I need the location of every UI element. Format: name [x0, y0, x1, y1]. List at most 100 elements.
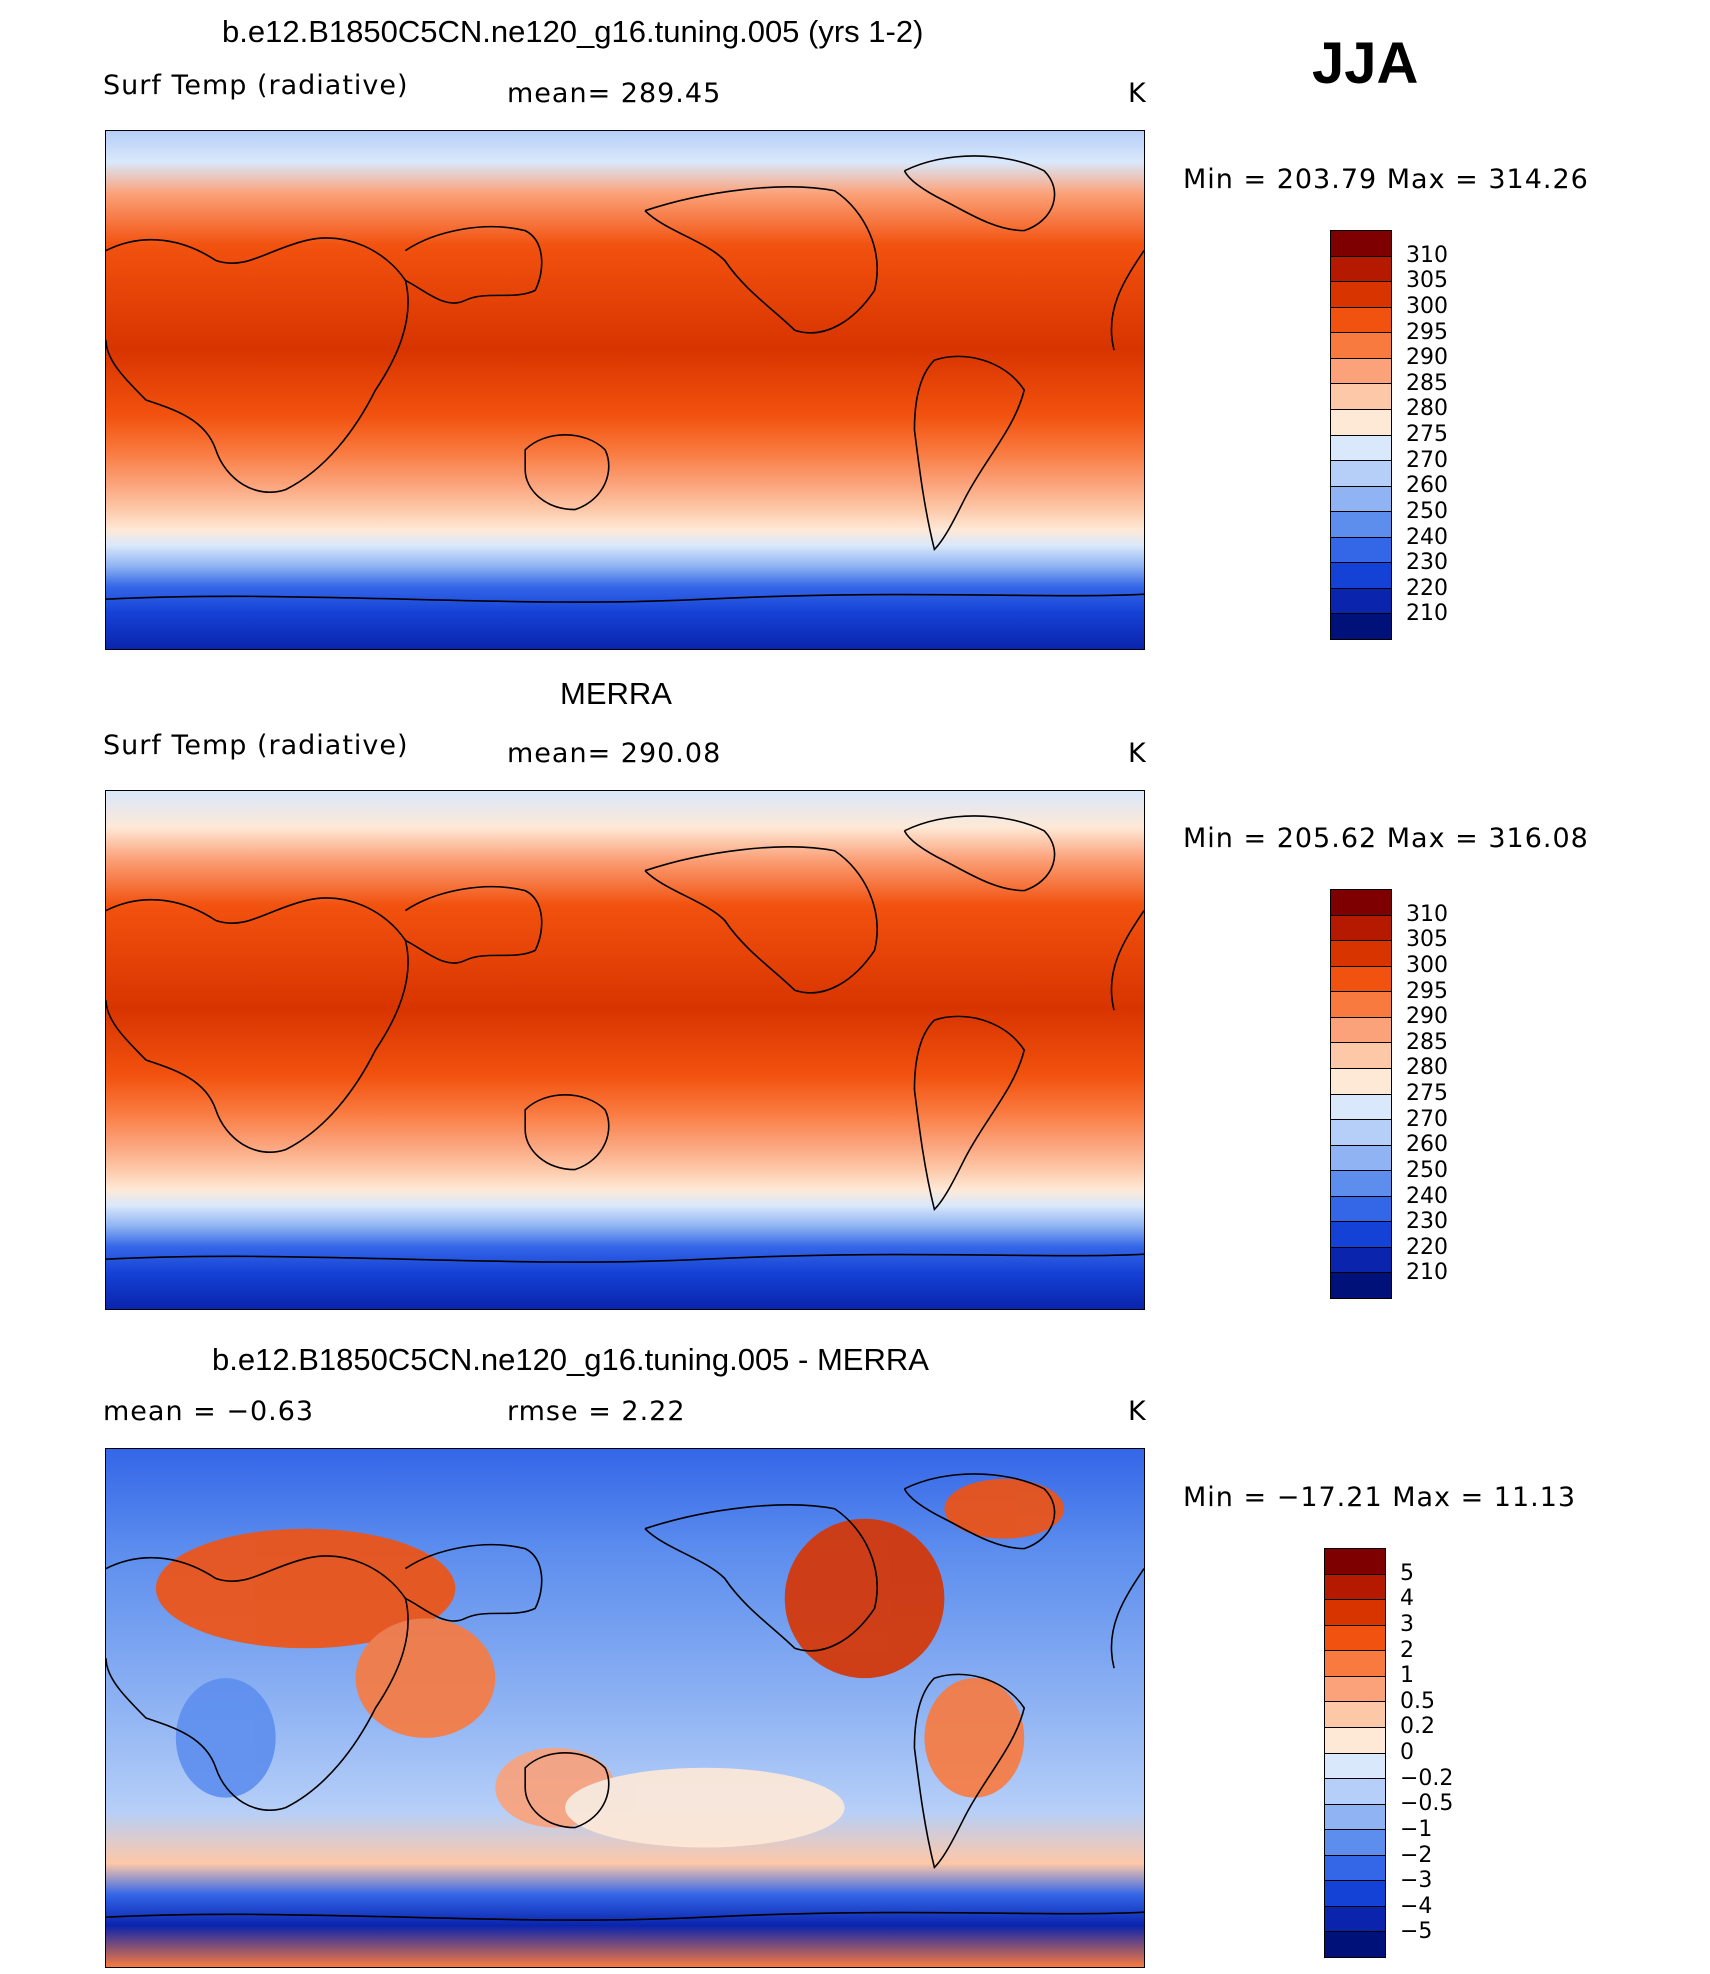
colorbar-swatch [1331, 890, 1391, 916]
panel2-mean-label: mean= 290.08 [507, 738, 722, 769]
colorbar-tick-label: 295 [1406, 319, 1448, 345]
colorbar-swatch [1331, 486, 1391, 513]
panel3-units-label: K [1128, 1396, 1147, 1427]
colorbar-swatch [1325, 1702, 1385, 1728]
colorbar-tick-label: 0 [1400, 1740, 1414, 1765]
colorbar-swatch [1331, 358, 1391, 385]
colorbar-tick-label: 240 [1406, 524, 1448, 550]
colorbar-tick-label: 230 [1406, 550, 1448, 576]
panel1-colorbar [1330, 230, 1392, 640]
colorbar-swatch [1331, 563, 1391, 589]
panel1-map-svg [106, 131, 1144, 649]
colorbar-swatch [1325, 1804, 1385, 1831]
panel3-mean-label: mean = −0.63 [103, 1396, 315, 1427]
colorbar-tick-label: −1 [1400, 1816, 1433, 1842]
panel2-map-svg [106, 791, 1144, 1309]
panel2-minmax-label: Min = 205.62 Max = 316.08 [1183, 823, 1589, 854]
colorbar-tick-label: 275 [1406, 1081, 1448, 1106]
colorbar-tick-label: 3 [1400, 1611, 1414, 1637]
colorbar-tick-label: 295 [1406, 978, 1448, 1004]
colorbar-swatch [1331, 537, 1391, 564]
colorbar-tick-label: 270 [1406, 1106, 1448, 1132]
colorbar-swatch [1325, 1753, 1385, 1780]
colorbar-tick-label: 260 [1406, 473, 1448, 499]
colorbar-swatch [1331, 1145, 1391, 1172]
panel3-colorbar [1324, 1548, 1386, 1958]
panel1-variable-label: Surf Temp (radiative) [103, 70, 409, 101]
colorbar-tick-label: 285 [1406, 370, 1448, 396]
colorbar-tick-label: −5 [1400, 1919, 1433, 1945]
colorbar-tick-label: 280 [1406, 396, 1448, 422]
colorbar-swatch [1331, 966, 1391, 993]
colorbar-swatch [1325, 1574, 1385, 1601]
colorbar-swatch [1325, 1727, 1385, 1754]
panel2-variable-label: Surf Temp (radiative) [103, 730, 409, 761]
panel1-map [105, 130, 1145, 650]
colorbar-tick-label: 4 [1400, 1586, 1414, 1612]
colorbar-swatch [1331, 307, 1391, 334]
colorbar-swatch [1331, 1094, 1391, 1121]
colorbar-swatch [1325, 1855, 1385, 1882]
colorbar-swatch [1331, 409, 1391, 436]
colorbar-swatch [1325, 1906, 1385, 1933]
panel2-colorbar [1330, 889, 1392, 1299]
panel3-rmse-label: rmse = 2.22 [507, 1396, 686, 1427]
colorbar-tick-label: 285 [1406, 1029, 1448, 1055]
colorbar-swatch [1325, 1549, 1385, 1575]
colorbar-tick-label: 2 [1400, 1637, 1414, 1663]
colorbar-swatch [1331, 915, 1391, 942]
colorbar-tick-label: 290 [1406, 345, 1448, 371]
panel2-map [105, 790, 1145, 1310]
colorbar-tick-label: 240 [1406, 1183, 1448, 1209]
panel3-minmax-label: Min = −17.21 Max = 11.13 [1183, 1482, 1577, 1513]
panel1-title: b.e12.B1850C5CN.ne120_g16.tuning.005 (yr… [222, 14, 924, 49]
colorbar-tick-label: −0.5 [1400, 1791, 1454, 1817]
panel1-minmax-label: Min = 203.79 Max = 314.26 [1183, 164, 1589, 195]
colorbar-tick-label: 305 [1406, 927, 1448, 953]
colorbar-tick-label: 5 [1400, 1560, 1414, 1586]
colorbar-swatch [1331, 1273, 1391, 1298]
colorbar-tick-label: 260 [1406, 1132, 1448, 1158]
panel2-units-label: K [1128, 738, 1147, 769]
colorbar-swatch [1331, 1196, 1391, 1223]
colorbar-swatch [1325, 1830, 1385, 1856]
colorbar-tick-label: −4 [1400, 1893, 1433, 1919]
panel3-title: b.e12.B1850C5CN.ne120_g16.tuning.005 - M… [212, 1342, 929, 1377]
colorbar-tick-label: 290 [1406, 1004, 1448, 1030]
colorbar-tick-label: 230 [1406, 1209, 1448, 1235]
colorbar-tick-label: 210 [1406, 601, 1448, 627]
colorbar-swatch [1331, 256, 1391, 283]
colorbar-swatch [1325, 1932, 1385, 1957]
panel1-mean-label: mean= 289.45 [507, 78, 722, 109]
colorbar-swatch [1331, 1120, 1391, 1146]
colorbar-tick-label: 220 [1406, 575, 1448, 601]
colorbar-tick-label: 305 [1406, 268, 1448, 294]
colorbar-swatch [1331, 992, 1391, 1018]
colorbar-tick-label: 310 [1406, 901, 1448, 927]
panel2-title: MERRA [560, 676, 672, 711]
colorbar-swatch [1331, 1247, 1391, 1274]
colorbar-tick-label: −0.2 [1400, 1765, 1454, 1791]
colorbar-swatch [1325, 1779, 1385, 1805]
colorbar-swatch [1325, 1600, 1385, 1626]
colorbar-swatch [1331, 512, 1391, 538]
colorbar-tick-label: 220 [1406, 1234, 1448, 1260]
colorbar-tick-label: 250 [1406, 498, 1448, 524]
colorbar-swatch [1325, 1625, 1385, 1652]
colorbar-tick-label: 0.5 [1400, 1688, 1435, 1714]
colorbar-tick-label: 1 [1400, 1663, 1414, 1689]
colorbar-swatch [1331, 461, 1391, 487]
colorbar-swatch [1331, 231, 1391, 257]
colorbar-tick-label: 310 [1406, 242, 1448, 268]
colorbar-tick-label: 0.2 [1400, 1714, 1435, 1740]
colorbar-swatch [1331, 1222, 1391, 1248]
colorbar-swatch [1331, 435, 1391, 462]
panel3-map [105, 1448, 1145, 1968]
colorbar-tick-label: −3 [1400, 1868, 1433, 1894]
colorbar-swatch [1331, 1068, 1391, 1095]
colorbar-swatch [1331, 1171, 1391, 1197]
colorbar-tick-label: 300 [1406, 952, 1448, 978]
panel1-units-label: K [1128, 78, 1147, 109]
colorbar-swatch [1331, 1017, 1391, 1044]
colorbar-tick-label: 250 [1406, 1157, 1448, 1183]
